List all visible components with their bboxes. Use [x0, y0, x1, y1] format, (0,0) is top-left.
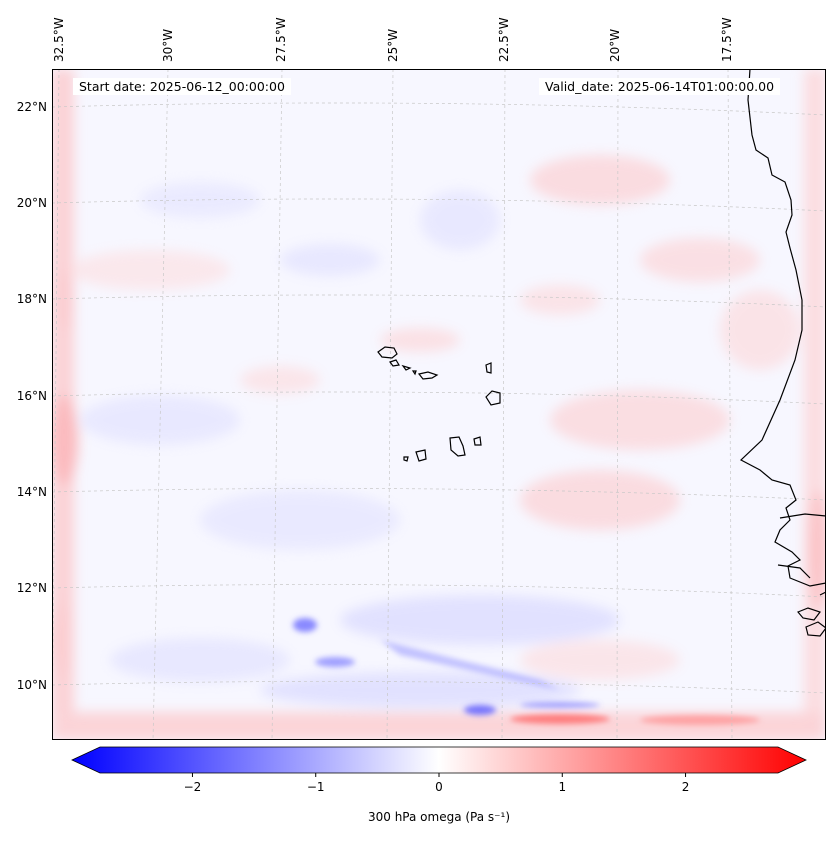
- african-coastline: [739, 69, 826, 637]
- omega-field: [52, 69, 826, 740]
- colorbar-tick-label: 1: [558, 780, 566, 794]
- start-date-label: Start date: 2025-06-12_00:00:00: [73, 78, 291, 95]
- lat-label: 14°N: [17, 485, 47, 499]
- lat-label: 18°N: [17, 292, 47, 306]
- lon-label: 22.5°W: [497, 17, 511, 62]
- valid-date-label: Valid_date: 2025-06-14T01:00:00.00: [539, 78, 781, 95]
- lat-label: 10°N: [17, 678, 47, 692]
- cabo-verde-islands: [377, 346, 501, 462]
- colorbar-label: 300 hPa omega (Pa s⁻¹): [368, 810, 510, 824]
- colorbar-tick-label: 0: [435, 780, 443, 794]
- lat-label: 12°N: [17, 581, 47, 595]
- lon-label: 32.5°W: [52, 17, 66, 62]
- lon-label: 20°W: [608, 29, 622, 62]
- graticule: [52, 69, 826, 740]
- lat-label: 16°N: [17, 389, 47, 403]
- lon-label: 17.5°W: [720, 17, 734, 62]
- colorbar-tick-label: −2: [184, 780, 202, 794]
- colorbar-tick-label: −1: [307, 780, 325, 794]
- lat-label: 22°N: [17, 100, 47, 114]
- colorbar: −2 −1 0 1 2 300 hPa omega (Pa s⁻¹): [71, 746, 807, 824]
- lat-label: 20°N: [17, 196, 47, 210]
- colorbar-tick-label: 2: [682, 780, 690, 794]
- lon-label: 25°W: [386, 29, 400, 62]
- lon-label: 27.5°W: [274, 17, 288, 62]
- lon-label: 30°W: [161, 29, 175, 62]
